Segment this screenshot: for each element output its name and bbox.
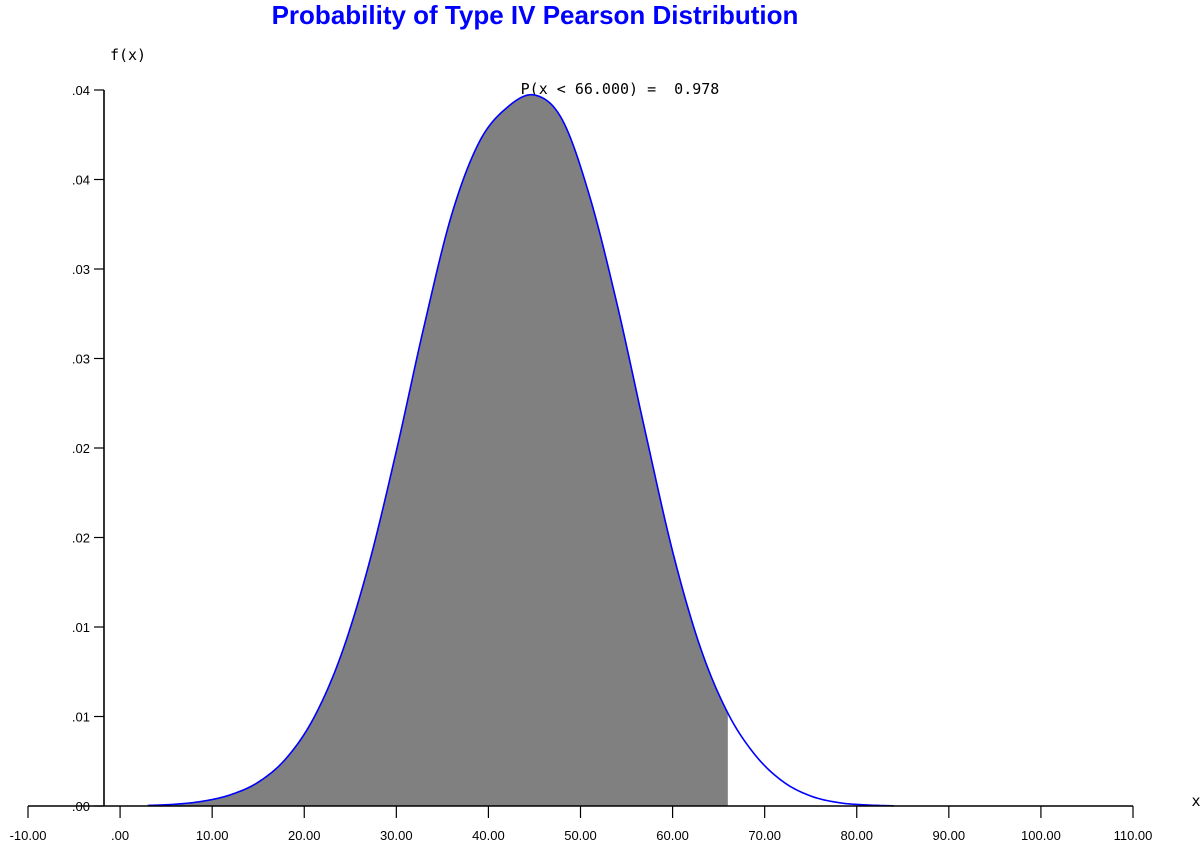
y-tick-label: .02 [72, 441, 90, 456]
x-tick-label: 20.00 [288, 828, 321, 843]
x-axis-label: x [1191, 792, 1200, 810]
x-tick-label: 30.00 [380, 828, 413, 843]
x-tick-label: 60.00 [656, 828, 689, 843]
x-tick-label: -10.00 [10, 828, 47, 843]
y-tick-label: .02 [72, 531, 90, 546]
y-tick-label: .04 [72, 173, 90, 188]
y-axis-label: f(x) [110, 46, 146, 64]
probability-annotation: P(x < 66.000) = 0.978 [521, 80, 720, 98]
x-tick-label: 100.00 [1021, 828, 1061, 843]
x-tick-label: 40.00 [472, 828, 505, 843]
x-axis-ticks: -10.00 .00 10.00 20.00 30.00 40.00 50.00 60.00 7… [10, 806, 1153, 843]
y-axis-ticks: .00 .01 .01 .02 .02 .03 .03 .04 .04 [72, 83, 104, 814]
y-tick-label: .03 [72, 262, 90, 277]
chart-title: Probability of Type IV Pearson Distribut… [272, 0, 799, 30]
y-tick-label: .00 [72, 799, 90, 814]
y-tick-label: .03 [72, 352, 90, 367]
x-tick-label: 90.00 [933, 828, 966, 843]
y-tick-label: .01 [72, 620, 90, 635]
x-tick-label: .00 [111, 828, 129, 843]
x-tick-label: 80.00 [840, 828, 873, 843]
y-tick-label: .01 [72, 710, 90, 725]
shaded-probability-area [147, 94, 728, 806]
density-curve [147, 93, 894, 807]
x-tick-label: 110.00 [1114, 828, 1153, 843]
y-tick-label: .04 [72, 83, 90, 98]
x-tick-label: 50.00 [564, 828, 597, 843]
x-tick-label: 10.00 [196, 828, 229, 843]
x-tick-label: 70.00 [748, 828, 781, 843]
